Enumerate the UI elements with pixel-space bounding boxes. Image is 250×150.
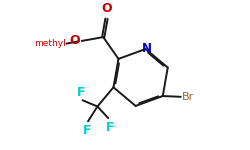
Text: N: N bbox=[142, 42, 152, 55]
Text: F: F bbox=[106, 121, 114, 134]
Text: methyl: methyl bbox=[34, 39, 66, 48]
Text: Br: Br bbox=[182, 92, 194, 102]
Text: F: F bbox=[76, 86, 85, 99]
Text: F: F bbox=[83, 124, 92, 137]
Text: O: O bbox=[69, 34, 80, 47]
Text: O: O bbox=[101, 2, 112, 15]
